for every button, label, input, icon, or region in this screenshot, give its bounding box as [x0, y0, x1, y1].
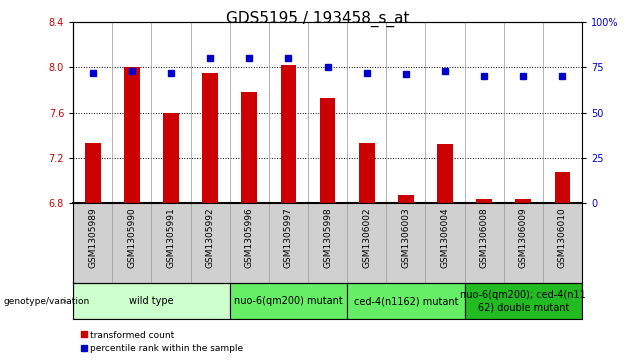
Bar: [124, 67, 140, 203]
Bar: [398, 195, 413, 203]
Text: GSM1305989: GSM1305989: [88, 207, 97, 268]
Legend: transformed count, percentile rank within the sample: transformed count, percentile rank withi…: [78, 327, 247, 357]
Bar: [230, 283, 347, 319]
Bar: [515, 199, 531, 203]
Text: genotype/variation: genotype/variation: [3, 297, 90, 306]
Text: GSM1305996: GSM1305996: [245, 207, 254, 268]
Text: GSM1305991: GSM1305991: [167, 207, 176, 268]
Bar: [437, 144, 453, 203]
Text: GSM1306003: GSM1306003: [401, 207, 410, 268]
Text: ced-4(n1162) mutant: ced-4(n1162) mutant: [354, 296, 458, 306]
Bar: [320, 98, 335, 203]
Text: GSM1306010: GSM1306010: [558, 207, 567, 268]
Text: GSM1305990: GSM1305990: [127, 207, 136, 268]
Text: GSM1305997: GSM1305997: [284, 207, 293, 268]
Text: GSM1306004: GSM1306004: [441, 207, 450, 268]
Bar: [242, 92, 257, 203]
Text: wild type: wild type: [129, 296, 174, 306]
Bar: [85, 143, 100, 203]
Text: GSM1306002: GSM1306002: [362, 207, 371, 268]
Bar: [359, 143, 375, 203]
Bar: [464, 283, 582, 319]
Text: GSM1305992: GSM1305992: [205, 207, 214, 268]
Bar: [347, 283, 464, 319]
Bar: [555, 171, 570, 203]
Text: GSM1306008: GSM1306008: [480, 207, 488, 268]
Bar: [202, 73, 218, 203]
Text: GDS5195 / 193458_s_at: GDS5195 / 193458_s_at: [226, 11, 410, 27]
Bar: [280, 65, 296, 203]
Text: GSM1306009: GSM1306009: [519, 207, 528, 268]
Text: nuo-6(qm200); ced-4(n11
62) double mutant: nuo-6(qm200); ced-4(n11 62) double mutan…: [460, 290, 586, 312]
Text: nuo-6(qm200) mutant: nuo-6(qm200) mutant: [234, 296, 343, 306]
Bar: [163, 113, 179, 203]
Bar: [476, 199, 492, 203]
Text: GSM1305998: GSM1305998: [323, 207, 332, 268]
Bar: [73, 283, 230, 319]
